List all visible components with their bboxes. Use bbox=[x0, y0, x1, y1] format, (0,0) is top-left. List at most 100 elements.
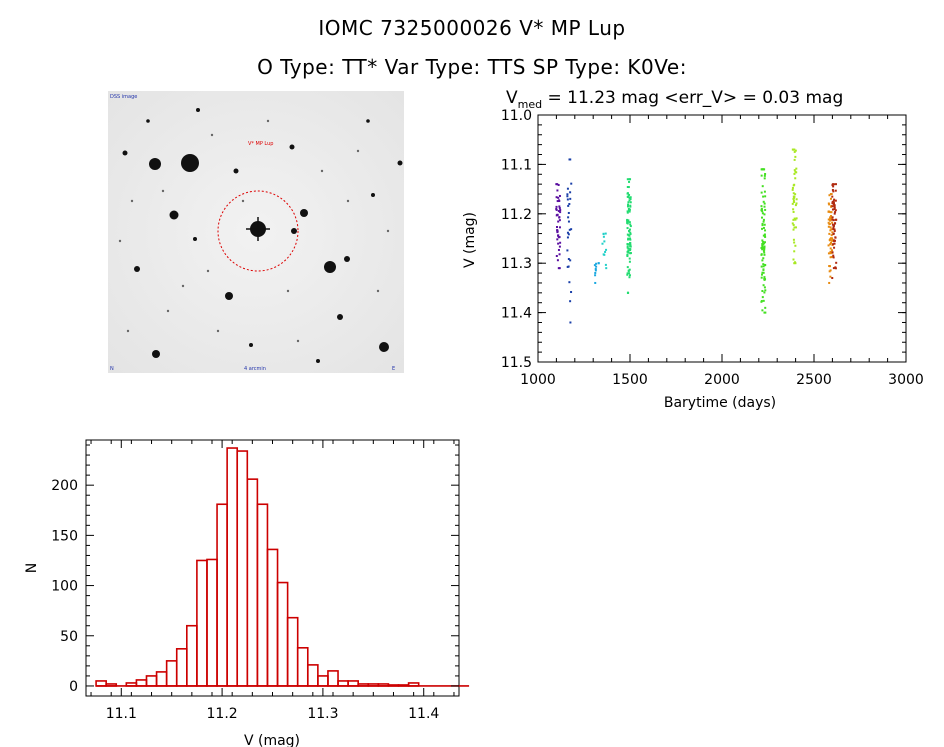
data-point bbox=[764, 306, 767, 309]
data-point bbox=[827, 221, 830, 224]
data-point bbox=[629, 237, 632, 240]
data-point bbox=[626, 205, 629, 208]
data-point bbox=[763, 202, 766, 205]
data-point bbox=[556, 189, 559, 192]
data-point bbox=[557, 242, 560, 245]
sky-image: V* MP Lup DSS image 4 arcmin N E bbox=[108, 91, 404, 373]
data-point bbox=[559, 241, 562, 244]
data-point bbox=[791, 202, 794, 205]
data-point bbox=[567, 233, 570, 236]
data-point bbox=[764, 289, 767, 292]
data-point bbox=[556, 200, 559, 203]
data-point bbox=[831, 237, 834, 240]
data-point bbox=[604, 232, 607, 235]
data-point bbox=[829, 216, 832, 219]
histogram-bar bbox=[286, 616, 299, 687]
data-point bbox=[555, 205, 558, 208]
histogram-bar bbox=[236, 450, 249, 687]
data-point bbox=[626, 254, 629, 257]
data-point bbox=[626, 219, 629, 222]
data-point bbox=[763, 205, 766, 208]
data-point bbox=[831, 195, 834, 198]
data-point bbox=[627, 247, 630, 250]
data-point bbox=[830, 234, 833, 237]
data-point bbox=[567, 220, 570, 223]
data-point bbox=[629, 231, 632, 234]
data-point bbox=[762, 257, 765, 260]
histogram-bar bbox=[145, 675, 158, 687]
data-point bbox=[793, 226, 796, 229]
data-point bbox=[763, 286, 766, 289]
histogram-bar bbox=[155, 671, 168, 687]
data-point bbox=[558, 200, 561, 203]
data-point bbox=[566, 231, 569, 234]
data-point bbox=[835, 218, 838, 221]
data-point bbox=[831, 231, 834, 234]
light-curve-title: Vmed = 11.23 mag <err_V> = 0.03 mag bbox=[506, 88, 843, 111]
star bbox=[181, 154, 199, 172]
histogram-frame bbox=[85, 439, 460, 697]
data-point bbox=[792, 218, 795, 221]
histogram-bar bbox=[327, 670, 339, 687]
data-point bbox=[556, 234, 559, 237]
data-point bbox=[829, 229, 832, 232]
data-point bbox=[764, 208, 767, 211]
data-point bbox=[629, 223, 632, 226]
data-point bbox=[834, 209, 837, 212]
data-point bbox=[568, 281, 571, 284]
data-point bbox=[558, 245, 561, 248]
data-point bbox=[831, 223, 834, 226]
data-point bbox=[628, 257, 631, 260]
data-point bbox=[762, 249, 765, 252]
star bbox=[122, 150, 128, 156]
data-point bbox=[793, 241, 796, 244]
data-point bbox=[827, 210, 830, 213]
data-point bbox=[556, 259, 559, 262]
series-season-6a bbox=[827, 193, 834, 284]
data-point bbox=[570, 291, 573, 294]
data-point bbox=[764, 172, 767, 175]
y-tick-label: 11.4 bbox=[501, 306, 532, 322]
histogram-bar bbox=[165, 660, 178, 687]
data-point bbox=[832, 267, 835, 270]
data-point bbox=[627, 237, 630, 240]
data-point bbox=[792, 199, 795, 202]
star bbox=[152, 350, 160, 358]
series-season-1a bbox=[555, 183, 562, 270]
data-point bbox=[555, 196, 558, 199]
data-point bbox=[627, 186, 630, 189]
data-point bbox=[831, 208, 834, 211]
data-point bbox=[595, 265, 598, 268]
hist-x-tick-label: 11.2 bbox=[207, 706, 238, 722]
data-point bbox=[830, 255, 833, 258]
star bbox=[371, 193, 375, 197]
data-point bbox=[761, 212, 764, 215]
data-point bbox=[628, 193, 631, 196]
histogram-ylabel: N bbox=[24, 563, 40, 573]
star bbox=[289, 144, 295, 150]
data-point bbox=[628, 210, 631, 213]
data-point bbox=[792, 228, 795, 231]
data-point bbox=[605, 248, 608, 251]
series-season-2b bbox=[601, 232, 608, 270]
data-point bbox=[760, 174, 763, 177]
data-point bbox=[629, 201, 632, 204]
light-curve-chart: Vmed = 11.23 mag <err_V> = 0.03 mag 1000… bbox=[462, 88, 924, 411]
data-point bbox=[831, 205, 834, 208]
data-point bbox=[569, 197, 572, 200]
chart-title: IOMC 7325000026 V* MP Lup bbox=[318, 16, 626, 40]
data-point bbox=[832, 256, 835, 259]
star bbox=[134, 266, 140, 272]
data-point bbox=[832, 200, 835, 203]
data-point bbox=[566, 198, 569, 201]
data-point bbox=[761, 259, 764, 262]
light-curve-ylabel: V (mag) bbox=[462, 212, 478, 268]
data-point bbox=[762, 271, 765, 274]
data-point bbox=[764, 229, 767, 232]
x-tick-label: 2000 bbox=[704, 372, 740, 388]
data-point bbox=[762, 284, 765, 287]
histogram-bar bbox=[196, 559, 208, 687]
light-curve-title-symbol: V bbox=[506, 88, 518, 108]
data-point bbox=[761, 224, 764, 227]
histogram-bar bbox=[317, 675, 329, 687]
